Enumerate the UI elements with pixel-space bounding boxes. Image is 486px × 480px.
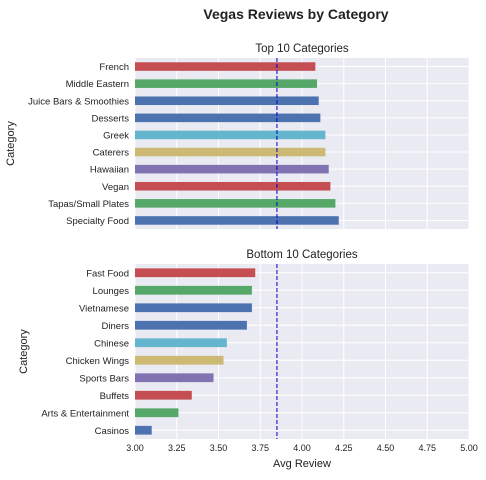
bar xyxy=(135,181,331,191)
category-tick-label: Buffets xyxy=(100,391,130,402)
panel-title: Bottom 10 Categories xyxy=(246,249,357,261)
category-tick-label: French xyxy=(99,62,129,73)
x-axis-label: Avg Review xyxy=(273,458,331,470)
category-tick-label: Specialty Food xyxy=(66,216,129,227)
category-tick-label: Casinos xyxy=(95,426,130,437)
x-tick-label: 3.50 xyxy=(210,443,228,453)
x-tick-label: 3.25 xyxy=(168,443,186,453)
bar xyxy=(135,79,318,88)
y-axis-label: Category xyxy=(5,121,17,166)
bar xyxy=(135,285,252,295)
chart-title: Vegas Reviews by Category xyxy=(203,6,388,22)
bar xyxy=(135,408,179,418)
bar xyxy=(135,390,192,400)
x-tick-label: 4.50 xyxy=(377,443,395,453)
category-tick-label: Diners xyxy=(102,321,130,332)
bar xyxy=(135,338,227,348)
category-tick-label: Chicken Wings xyxy=(66,356,130,367)
bar xyxy=(135,96,319,106)
category-tick-label: Vietnamese xyxy=(79,303,129,314)
category-tick-label: Chinese xyxy=(94,338,129,349)
bar xyxy=(135,147,326,157)
category-tick-label: Desserts xyxy=(92,113,130,124)
category-tick-label: Fast Food xyxy=(86,268,129,279)
category-tick-label: Tapas/Small Plates xyxy=(48,199,129,210)
bar xyxy=(135,268,256,278)
x-tick-label: 3.00 xyxy=(126,443,144,453)
category-tick-label: Greek xyxy=(103,130,129,141)
x-tick-label: 4.00 xyxy=(293,443,311,453)
y-axis-label: Category xyxy=(18,329,30,374)
bar xyxy=(135,320,247,330)
category-tick-label: Sports Bars xyxy=(79,373,129,384)
x-tick-label: 4.25 xyxy=(335,443,353,453)
panel-title: Top 10 Categories xyxy=(255,43,349,55)
category-tick-label: Arts & Entertainment xyxy=(41,408,129,419)
bar xyxy=(135,199,336,208)
bar xyxy=(135,373,214,383)
bar xyxy=(135,164,329,174)
bar xyxy=(135,303,252,313)
bar xyxy=(135,113,321,123)
bar xyxy=(135,130,326,140)
category-tick-label: Caterers xyxy=(93,148,130,159)
bar xyxy=(135,62,316,71)
category-tick-label: Lounges xyxy=(93,286,130,297)
bar xyxy=(135,355,224,365)
bar xyxy=(135,216,339,225)
category-tick-label: Hawaiian xyxy=(90,165,129,176)
x-tick-label: 5.00 xyxy=(460,443,478,453)
x-tick-label: 3.75 xyxy=(251,443,269,453)
category-tick-label: Middle Eastern xyxy=(66,79,129,90)
category-tick-label: Juice Bars & Smoothies xyxy=(28,96,129,107)
category-tick-label: Vegan xyxy=(102,182,129,193)
x-tick-label: 4.75 xyxy=(418,443,436,453)
bar xyxy=(135,425,152,435)
